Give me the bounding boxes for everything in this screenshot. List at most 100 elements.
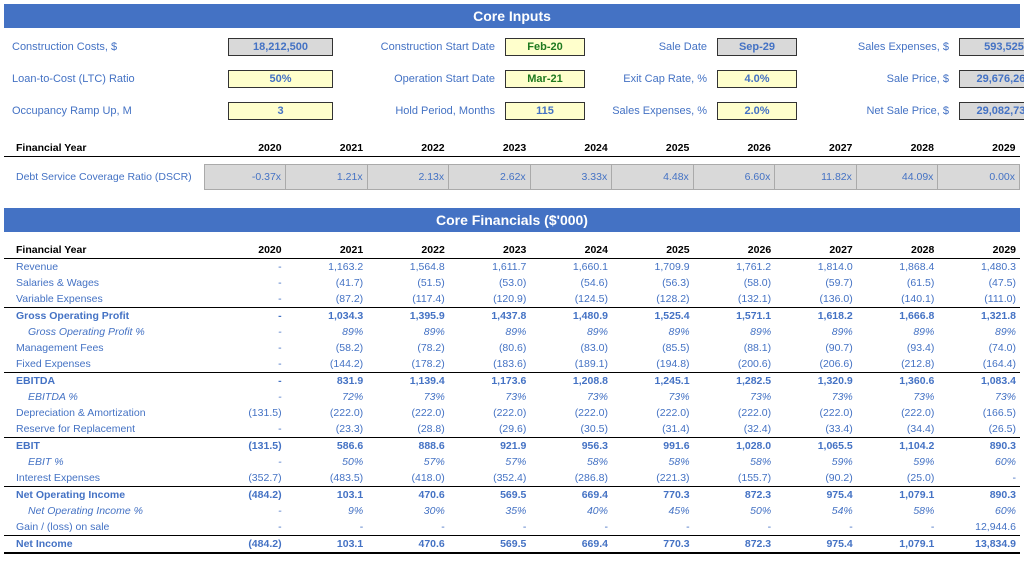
dscr-row: Debt Service Coverage Ratio (DSCR) -0.37… bbox=[4, 165, 1020, 190]
label-net-sale-price: Net Sale Price, $ bbox=[803, 105, 953, 117]
fin-val: (124.5) bbox=[530, 291, 612, 308]
fin-label: Revenue bbox=[4, 259, 204, 276]
fin-val: (221.3) bbox=[612, 470, 694, 487]
fin-val: (85.5) bbox=[612, 340, 694, 356]
fy-header-row: Financial Year 2020 2021 2022 2023 2024 … bbox=[4, 140, 1020, 157]
fin-val: (352.4) bbox=[449, 470, 531, 487]
fin-val: - bbox=[204, 454, 286, 470]
fin-val: 1,034.3 bbox=[286, 308, 368, 325]
fin-val: (222.0) bbox=[857, 405, 939, 421]
fin-val: (222.0) bbox=[694, 405, 776, 421]
fin-val: 60% bbox=[938, 454, 1020, 470]
input-construction-costs[interactable]: 18,212,500 bbox=[228, 38, 333, 56]
fin-val: - bbox=[694, 519, 776, 536]
fin-val: 50% bbox=[694, 503, 776, 519]
fin-val: 40% bbox=[530, 503, 612, 519]
dscr-label: Debt Service Coverage Ratio (DSCR) bbox=[4, 165, 204, 190]
fin-val: 1,814.0 bbox=[775, 259, 857, 276]
fin-row-ebitm: EBIT %-50%57%57%58%58%58%59%59%60% bbox=[4, 454, 1020, 470]
fin-val: 1,079.1 bbox=[857, 487, 939, 504]
fin-row-fixx: Fixed Expenses-(144.2)(178.2)(183.6)(189… bbox=[4, 356, 1020, 373]
fin-val: 1,083.4 bbox=[938, 373, 1020, 390]
fin-val: 54% bbox=[775, 503, 857, 519]
fin-val: (128.2) bbox=[612, 291, 694, 308]
label-construction-start: Construction Start Date bbox=[339, 41, 499, 53]
fin-label: EBITDA bbox=[4, 373, 204, 390]
input-hold-period[interactable]: 115 bbox=[505, 102, 585, 120]
year-col: 2029 bbox=[938, 242, 1020, 259]
fin-val: (136.0) bbox=[775, 291, 857, 308]
fin-val: 1,208.8 bbox=[530, 373, 612, 390]
year-col: 2026 bbox=[694, 242, 776, 259]
fin-val: 58% bbox=[857, 503, 939, 519]
input-sales-exp-pct[interactable]: 2.0% bbox=[717, 102, 797, 120]
fin-val: (28.8) bbox=[367, 421, 449, 438]
fin-val: 1,065.5 bbox=[775, 438, 857, 455]
fin-val: (87.2) bbox=[286, 291, 368, 308]
fin-row-sal: Salaries & Wages-(41.7)(51.5)(53.0)(54.6… bbox=[4, 275, 1020, 291]
fin-val: (90.7) bbox=[775, 340, 857, 356]
fin-val: 1,028.0 bbox=[694, 438, 776, 455]
fin-val: 1,395.9 bbox=[367, 308, 449, 325]
fin-val: 73% bbox=[612, 389, 694, 405]
input-sale-price[interactable]: 29,676,260 bbox=[959, 70, 1024, 88]
fin-val: 1,163.2 bbox=[286, 259, 368, 276]
fin-val: 1,611.7 bbox=[449, 259, 531, 276]
input-sale-date[interactable]: Sep-29 bbox=[717, 38, 797, 56]
dscr-val: 44.09x bbox=[856, 165, 938, 190]
label-hold-period: Hold Period, Months bbox=[339, 105, 499, 117]
input-op-start[interactable]: Mar-21 bbox=[505, 70, 585, 88]
dscr-val: 2.62x bbox=[449, 165, 531, 190]
input-exit-cap[interactable]: 4.0% bbox=[717, 70, 797, 88]
fin-row-gain: Gain / (loss) on sale---------12,944.6 bbox=[4, 519, 1020, 536]
label-sales-expenses-d: Sales Expenses, $ bbox=[803, 41, 953, 53]
fin-val: (34.4) bbox=[857, 421, 939, 438]
input-occ-ramp[interactable]: 3 bbox=[228, 102, 333, 120]
fin-val: - bbox=[204, 275, 286, 291]
fin-val: 12,944.6 bbox=[938, 519, 1020, 536]
fin-val: 1,437.8 bbox=[449, 308, 531, 325]
fin-val: (78.2) bbox=[367, 340, 449, 356]
fin-val: - bbox=[204, 340, 286, 356]
fin-row-rfr: Reserve for Replacement-(23.3)(28.8)(29.… bbox=[4, 421, 1020, 438]
fin-val: 73% bbox=[530, 389, 612, 405]
fin-val: - bbox=[204, 291, 286, 308]
input-sales-expenses-d[interactable]: 593,525 bbox=[959, 38, 1024, 56]
fin-val: 58% bbox=[530, 454, 612, 470]
fin-row-noi: Net Operating Income(484.2)103.1470.6569… bbox=[4, 487, 1020, 504]
fin-val: - bbox=[204, 421, 286, 438]
input-construction-start[interactable]: Feb-20 bbox=[505, 38, 585, 56]
inputs-grid: Construction Costs, $ 18,212,500 Constru… bbox=[4, 38, 1020, 120]
fin-val: (222.0) bbox=[612, 405, 694, 421]
input-ltc[interactable]: 50% bbox=[228, 70, 333, 88]
dscr-val: 3.33x bbox=[530, 165, 612, 190]
fin-val: (286.8) bbox=[530, 470, 612, 487]
fin-val: (131.5) bbox=[204, 405, 286, 421]
fin-row-ebit: EBIT(131.5)586.6888.6921.9956.3991.61,02… bbox=[4, 438, 1020, 455]
fin-val: 89% bbox=[530, 324, 612, 340]
fin-row-ebm: EBITDA %-72%73%73%73%73%73%73%73%73% bbox=[4, 389, 1020, 405]
fin-row-ni: Net Income(484.2)103.1470.6569.5669.4770… bbox=[4, 536, 1020, 554]
fin-val: (59.7) bbox=[775, 275, 857, 291]
fin-val: 103.1 bbox=[286, 536, 368, 554]
fin-val: 470.6 bbox=[367, 536, 449, 554]
input-net-sale-price[interactable]: 29,082,735 bbox=[959, 102, 1024, 120]
label-sale-price: Sale Price, $ bbox=[803, 73, 953, 85]
fin-val: 58% bbox=[694, 454, 776, 470]
fin-val: 59% bbox=[775, 454, 857, 470]
fin-val: - bbox=[204, 389, 286, 405]
fin-val: 1,868.4 bbox=[857, 259, 939, 276]
fin-val: (212.8) bbox=[857, 356, 939, 373]
fin-val: 89% bbox=[612, 324, 694, 340]
fy-label: Financial Year bbox=[4, 140, 204, 157]
fin-val: 73% bbox=[938, 389, 1020, 405]
fin-val: 669.4 bbox=[530, 536, 612, 554]
fin-val: 888.6 bbox=[367, 438, 449, 455]
fin-val: (120.9) bbox=[449, 291, 531, 308]
fin-val: (33.4) bbox=[775, 421, 857, 438]
fin-val: 1,173.6 bbox=[449, 373, 531, 390]
fin-val: 1,139.4 bbox=[367, 373, 449, 390]
fin-val: (90.2) bbox=[775, 470, 857, 487]
fy-label: Financial Year bbox=[4, 242, 204, 259]
fin-val: 586.6 bbox=[286, 438, 368, 455]
